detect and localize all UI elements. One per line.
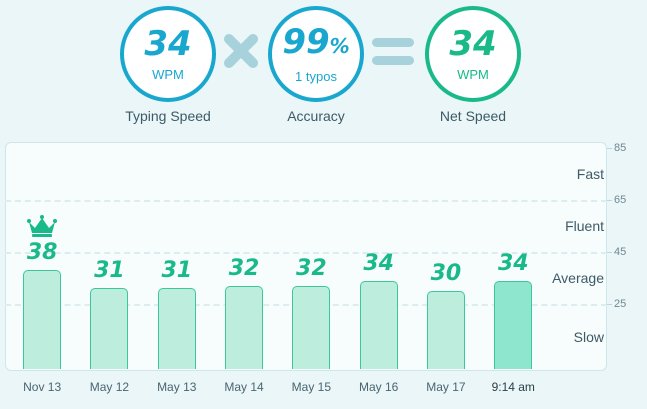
chart-bar[interactable] xyxy=(292,285,331,369)
bar-value-label: 31 xyxy=(94,258,125,284)
typing-speed-stat: 34 WPM Typing Speed xyxy=(108,6,228,124)
bar-value-label: 30 xyxy=(430,261,462,286)
x-tick-label: 9:14 am xyxy=(491,380,535,394)
accuracy-value-row: 99% xyxy=(282,25,349,63)
bar-value-label: 32 xyxy=(228,255,260,281)
net-speed-stat: 34 WPM Net Speed xyxy=(413,6,533,124)
zone-label-fast: Fast xyxy=(576,166,604,182)
gridline xyxy=(5,200,607,202)
x-tick-label: May 15 xyxy=(291,380,332,394)
y-tick-mark xyxy=(607,200,612,201)
y-tick-mark xyxy=(607,304,612,305)
accuracy-percent-sign: % xyxy=(329,33,350,58)
x-tick-label: Nov 13 xyxy=(23,380,62,394)
accuracy-stat: 99% 1 typos Accuracy xyxy=(256,6,376,124)
equals-icon xyxy=(372,38,414,66)
y-tick-mark xyxy=(607,148,612,149)
typing-speed-unit: WPM xyxy=(152,66,184,82)
accuracy-circle: 99% 1 typos xyxy=(268,6,364,102)
typing-speed-value: 34 xyxy=(144,23,192,64)
net-speed-value: 34 xyxy=(449,23,497,64)
x-tick-label: May 17 xyxy=(426,380,466,394)
bar-value-label: 34 xyxy=(363,250,394,276)
net-speed-circle: 34 WPM xyxy=(425,6,521,102)
chart-bar[interactable] xyxy=(494,280,533,369)
y-tick-label: 85 xyxy=(614,142,627,154)
chart-bar[interactable] xyxy=(359,280,398,369)
x-tick-label: May 14 xyxy=(224,380,264,394)
accuracy-value: 99 xyxy=(282,21,330,62)
bar-value-label: 34 xyxy=(497,250,529,276)
bar-value-label: 31 xyxy=(161,258,193,284)
y-tick-label: 45 xyxy=(614,246,627,258)
chart-bar[interactable] xyxy=(23,270,62,369)
typing-speed-circle: 34 WPM xyxy=(120,6,216,102)
chart-bar[interactable] xyxy=(225,285,264,369)
zone-label-slow: Slow xyxy=(573,328,604,345)
accuracy-caption: Accuracy xyxy=(287,108,345,124)
zone-label-fluent: Fluent xyxy=(565,218,604,234)
y-tick-label: 65 xyxy=(614,194,627,206)
zone-label-average: Average xyxy=(552,270,604,286)
x-tick-label: May 12 xyxy=(89,380,130,394)
net-speed-caption: Net Speed xyxy=(439,108,507,124)
net-speed-unit: WPM xyxy=(457,66,489,82)
gridline xyxy=(5,252,607,254)
typing-speed-caption: Typing Speed xyxy=(125,108,211,124)
bar-value-label: 38 xyxy=(26,240,58,266)
typo-count: 1 typos xyxy=(295,68,337,84)
x-tick-label: May 16 xyxy=(358,380,399,394)
bar-value-label: 32 xyxy=(296,255,327,281)
x-tick-label: May 13 xyxy=(157,380,197,394)
crown-icon xyxy=(26,214,58,238)
y-tick-mark xyxy=(607,252,612,253)
chart-bar[interactable] xyxy=(426,291,465,369)
y-tick-label: 25 xyxy=(614,298,627,310)
chart-bar[interactable] xyxy=(90,288,129,369)
chart-bar[interactable] xyxy=(157,288,196,369)
multiply-icon xyxy=(222,32,260,70)
